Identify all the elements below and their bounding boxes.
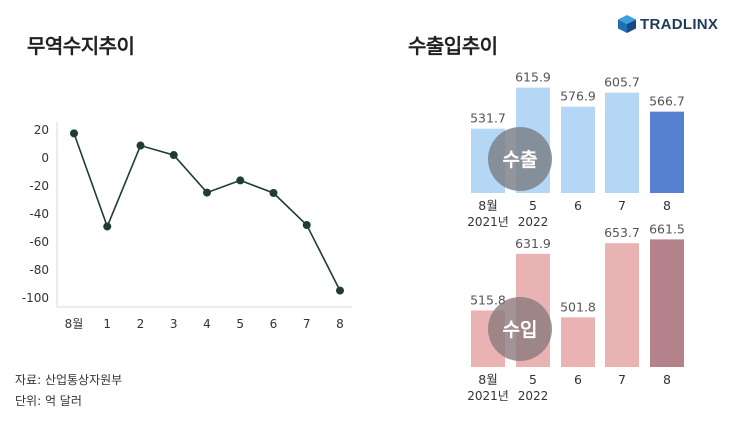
x-tick-label: 1 <box>103 317 111 331</box>
series-badge-label: 수입 <box>503 319 538 341</box>
bar <box>605 243 639 367</box>
data-point <box>236 176 245 185</box>
bar-value-label: 515.8 <box>470 292 506 307</box>
bar <box>561 106 595 193</box>
y-tick-label: -80 <box>29 263 49 277</box>
export-bar-chart: 531.7 615.9 576.9 605.7 566.7 8월 5 6 7 8 2021년 2022… <box>467 70 685 229</box>
bar-value-label: 631.9 <box>515 236 551 251</box>
bar-value-label: 576.9 <box>560 89 596 104</box>
trade-balance-series-line <box>73 133 341 291</box>
bar-value-label: 615.9 <box>515 70 551 85</box>
year-label: 2021년 <box>467 215 509 229</box>
y-tick-label: -60 <box>29 235 49 249</box>
tradlinx-logo: TRADLINX <box>617 14 718 34</box>
x-tick-label: 5 <box>236 317 244 331</box>
bar-value-label: 566.7 <box>649 94 685 109</box>
data-point <box>169 151 178 160</box>
data-point <box>336 286 344 295</box>
bar <box>650 239 684 367</box>
series-badge <box>488 127 552 191</box>
x-tick-label: 5 <box>529 198 537 213</box>
logo-text: TRADLINX <box>640 15 719 33</box>
bar-value-label: 501.8 <box>560 299 596 314</box>
y-tick-label: -40 <box>29 207 49 221</box>
year-label: 2022 <box>518 215 549 229</box>
data-point <box>302 221 311 230</box>
bar-value-label: 661.5 <box>649 221 685 236</box>
bar <box>650 111 684 193</box>
x-tick-label: 8월 <box>478 372 497 387</box>
x-tick-label: 8월 <box>478 198 497 213</box>
export-import-title: 수출입추이 <box>408 34 498 58</box>
trade-balance-line-chart: 20 0 -20 -40 -60 -80 -100 8월 1 2 3 4 5 6 7 8 <box>22 122 352 331</box>
x-tick-label: 8 <box>336 317 344 331</box>
y-tick-label: -20 <box>29 179 49 193</box>
y-tick-label: -100 <box>22 291 49 305</box>
data-point <box>203 188 211 197</box>
x-tick-label: 8 <box>663 372 671 387</box>
x-tick-label: 8월 <box>65 317 84 331</box>
data-point <box>70 129 78 138</box>
x-tick-label: 6 <box>574 198 582 213</box>
x-tick-label: 6 <box>574 372 582 387</box>
bar <box>605 92 639 193</box>
import-bar-chart: 515.8 631.9 501.8 653.7 661.5 8월 5 6 7 8 2021년 2022… <box>467 221 685 403</box>
unit-text: 단위: 억 달러 <box>15 394 82 408</box>
bar-value-label: 653.7 <box>604 225 640 240</box>
year-label: 2021년 <box>467 389 509 403</box>
x-tick-label: 3 <box>170 317 178 331</box>
x-tick-label: 5 <box>529 372 537 387</box>
x-tick-label: 7 <box>618 198 626 213</box>
data-point <box>103 222 112 231</box>
data-point <box>269 189 278 197</box>
x-tick-label: 7 <box>303 317 311 331</box>
y-tick-label: 0 <box>41 151 49 165</box>
series-badge <box>488 297 552 361</box>
x-tick-label: 2 <box>137 317 145 331</box>
series-badge-label: 수출 <box>503 149 538 171</box>
trade-balance-title: 무역수지추이 <box>27 34 135 58</box>
bar-value-label: 605.7 <box>604 75 640 90</box>
year-label: 2022 <box>518 389 549 403</box>
cube-icon <box>618 15 636 33</box>
x-tick-label: 4 <box>203 317 211 331</box>
data-point <box>136 141 145 150</box>
x-tick-label: 8 <box>663 198 671 213</box>
bar-value-label: 531.7 <box>470 111 506 126</box>
x-tick-label: 7 <box>618 372 626 387</box>
source-text: 자료: 산업통상자원부 <box>15 373 123 387</box>
x-tick-label: 6 <box>270 317 278 331</box>
y-tick-label: 20 <box>34 123 49 137</box>
bar <box>561 317 595 367</box>
